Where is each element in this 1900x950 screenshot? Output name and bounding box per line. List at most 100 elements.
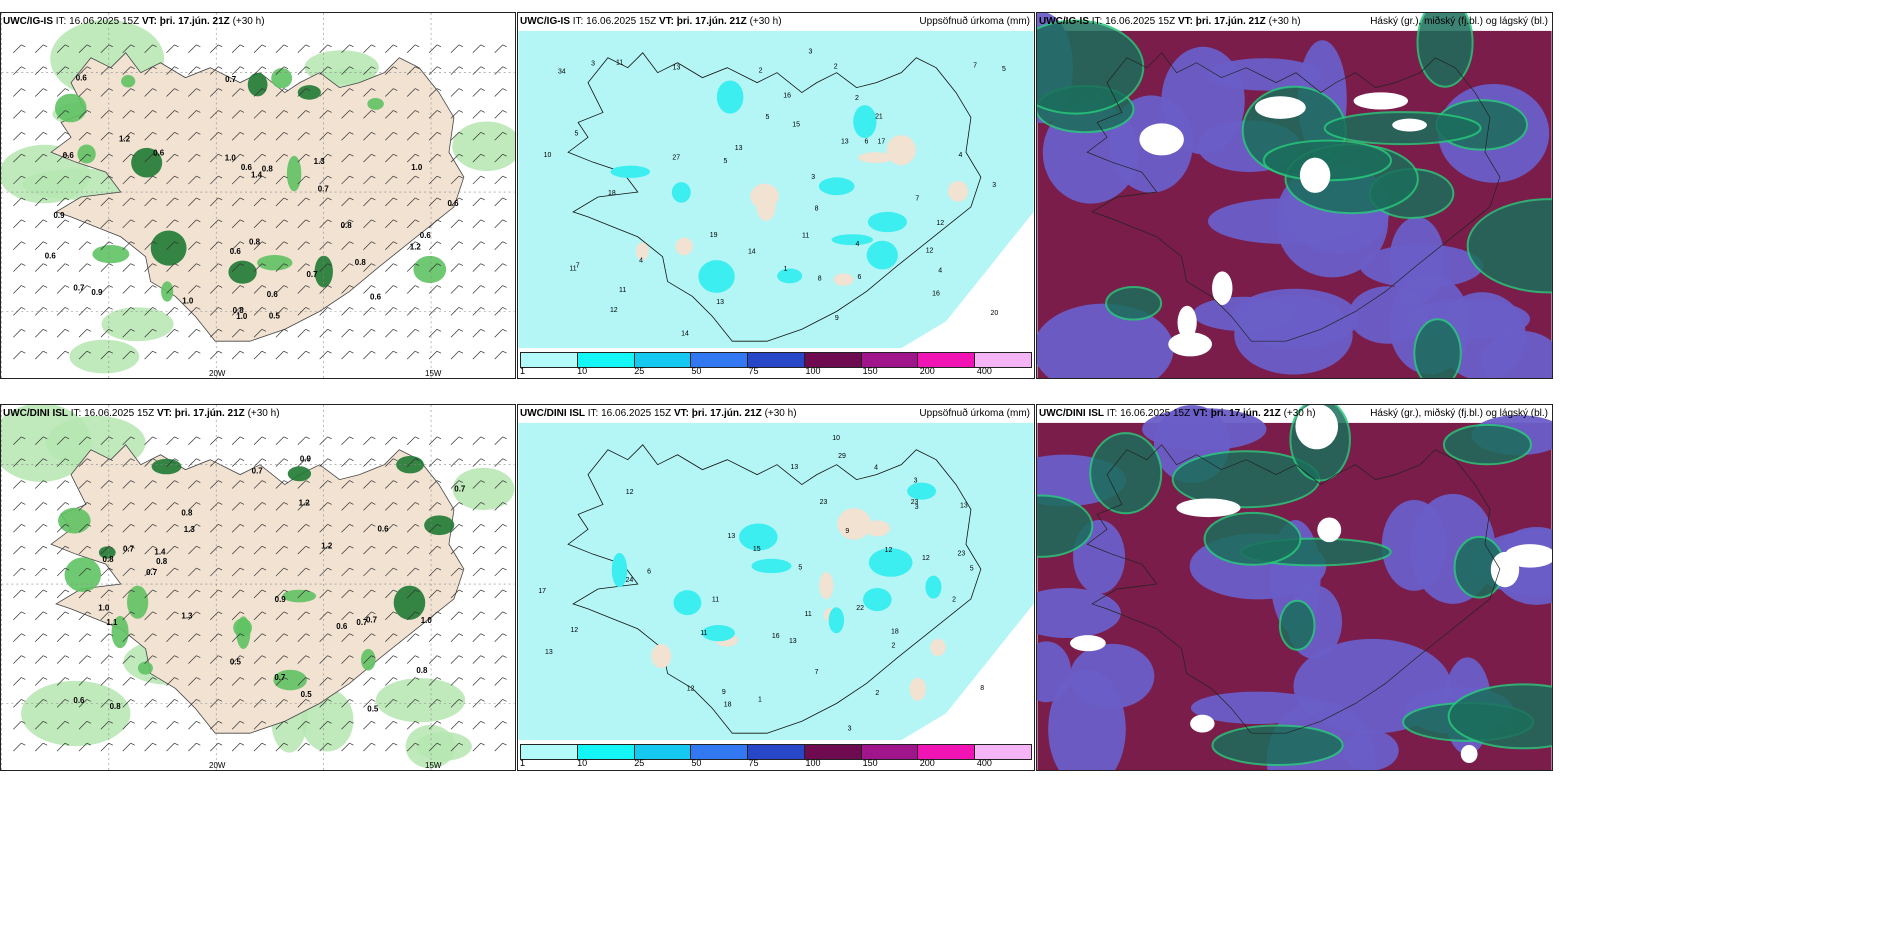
wind-barb [275,589,285,599]
wind-barb-flag [349,153,354,157]
wind-barb-flag [239,677,245,680]
wind-barb-flag [436,742,442,746]
wind-barb-flag [414,611,420,615]
wind-barb [385,480,394,489]
wind-barb-flag [21,589,26,593]
wind-barb-flag [349,480,354,483]
clear-sky [1295,405,1339,450]
wind-barb [122,307,131,316]
precip-value-label: 3 [915,504,919,511]
wind-barb [144,153,153,163]
wind-barb [341,458,350,467]
colorbar-label: 25 [634,758,645,768]
wind-barb-flag [436,633,442,637]
wind-barb [166,241,175,250]
wind-barb-flag [305,44,310,48]
wind-barb [166,742,175,752]
wind-barb-flag [43,611,48,615]
wind-barb-flag [218,350,223,354]
wind-barb [385,219,394,229]
wind-barb [494,633,503,642]
wind-barb-flag [152,110,157,113]
colorbar-swatch [521,745,578,759]
wind-barb [253,263,263,272]
wind-barb [56,524,66,533]
wind-barb [210,88,219,97]
colorbar-swatch [861,745,919,759]
wind-barb [188,307,197,316]
wind-value-label: 0.5 [301,690,313,699]
wind-barb-flag [86,241,92,245]
wind-barb-flag [327,633,332,637]
wind-barb-flag [414,88,420,91]
wind-barb-flag [108,197,113,201]
wind-barb [363,721,372,730]
wind-barb-flag [261,524,267,527]
wind-barb-flag [239,436,245,440]
wind-barb [166,66,175,75]
wind-barb-flag [327,524,332,527]
wind-barb [122,66,131,75]
wind-value-label: 0.9 [91,288,103,297]
wind-barb-flag [43,633,48,637]
wind-barb-flag [393,219,398,223]
wind-barb-flag [327,545,332,549]
wind-barb [100,241,110,250]
wind-barb-flag [152,44,157,48]
wind-barb [231,611,241,621]
wind-barb-flag [261,677,267,680]
wind-barb [166,502,175,511]
wind-barb [275,436,285,446]
wind-barb [144,699,153,708]
wind-barb-flag [130,66,135,70]
wind-barb [166,721,175,730]
low-cloud [1413,318,1462,378]
precip-patch [452,121,515,171]
colorbar-label: 50 [691,366,702,376]
wind-barb [144,458,153,467]
wind-barb [450,132,460,141]
wind-barb-flag [196,197,201,201]
wind-barb [363,197,372,207]
wind-barb-flag [239,502,245,505]
wind-barb-flag [261,611,267,615]
wind-barb [428,589,438,599]
wind-barb-flag [327,458,332,462]
precip-core [367,97,384,110]
wind-barb-flag [436,88,442,91]
wind-barb [144,567,153,577]
wind-value-label: 0.9 [54,211,66,220]
clear-sky [1353,92,1409,110]
wind-barb-flag [371,66,376,70]
wind-barb-flag [480,545,485,549]
wind-barb [188,329,197,338]
wind-barb [319,285,328,294]
wind-barb-flag [130,677,135,680]
wind-barb-flag [64,241,70,245]
wind-barb [494,241,503,250]
wind-barb-flag [502,480,507,483]
wind-barb [13,633,22,642]
wind-barb [341,88,350,97]
wind-barb [34,307,44,316]
precip-value-label: 13 [960,502,968,509]
wind-barb [406,436,416,446]
wind-barb [188,153,197,163]
colorbar-label: 150 [862,758,878,768]
wind-barb [78,633,88,642]
wind-value-label: 1.0 [182,296,194,305]
wind-barb [319,677,328,686]
wind-barb [231,307,241,316]
precip-value-label: 10 [832,435,840,442]
wind-barb [34,480,44,489]
wind-barb-flag [502,307,507,310]
wind-barb-flag [305,110,310,113]
wind-barb [406,655,416,664]
wind-barb [100,721,110,730]
wind-barb [144,721,153,730]
wind-barb [34,329,44,338]
wind-barb [253,545,263,555]
wind-barb [385,589,394,599]
heavy-precip [716,80,744,114]
heavy-precip [698,260,735,293]
